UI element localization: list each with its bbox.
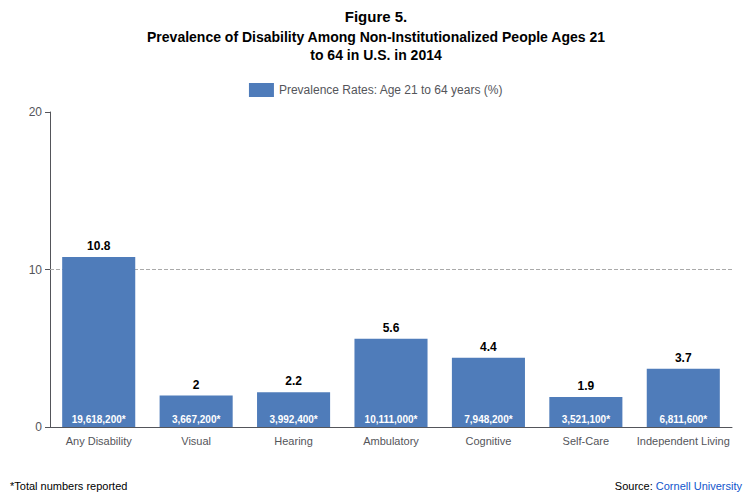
svg-text:5.6: 5.6 [383,321,400,335]
svg-text:Prevalence Rates: Age 21 to 64: Prevalence Rates: Age 21 to 64 years (%) [279,83,502,97]
svg-text:Ambulatory: Ambulatory [363,435,419,447]
svg-text:2.2: 2.2 [285,374,302,388]
svg-text:1.9: 1.9 [578,379,595,393]
svg-text:3,521,100*: 3,521,100* [562,414,610,425]
svg-text:10: 10 [29,263,43,277]
svg-text:Cornell University: Cornell University [656,480,743,492]
svg-text:*Total numbers reported: *Total numbers reported [10,480,127,492]
svg-text:to 64 in U.S. in 2014: to 64 in U.S. in 2014 [310,47,442,63]
svg-text:Any Disability: Any Disability [66,435,133,447]
svg-text:Cognitive: Cognitive [465,435,511,447]
svg-text:19,618,200*: 19,618,200* [72,414,126,425]
svg-text:4.4: 4.4 [480,340,497,354]
svg-text:3,667,200*: 3,667,200* [172,414,220,425]
svg-text:0: 0 [35,420,42,434]
svg-text:6,811,600*: 6,811,600* [659,414,707,425]
svg-text:Independent Living: Independent Living [637,435,730,447]
svg-text:Prevalence of Disability Among: Prevalence of Disability Among Non-Insti… [147,29,605,45]
svg-text:Self-Care: Self-Care [563,435,609,447]
svg-text:10,111,000*: 10,111,000* [365,414,418,425]
svg-text:2: 2 [193,378,200,392]
svg-text:20: 20 [29,105,43,119]
svg-text:10.8: 10.8 [87,239,111,253]
svg-text:Figure 5.: Figure 5. [345,8,408,25]
svg-text:3.7: 3.7 [675,351,692,365]
svg-text:Visual: Visual [181,435,211,447]
svg-text:7,948,200*: 7,948,200* [464,414,512,425]
svg-text:Source:: Source: [615,480,653,492]
svg-text:Hearing: Hearing [274,435,313,447]
svg-text:3,992,400*: 3,992,400* [269,414,317,425]
